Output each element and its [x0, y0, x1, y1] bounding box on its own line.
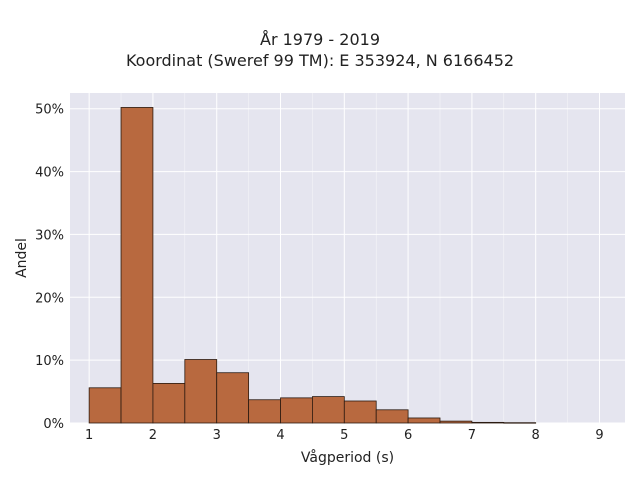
x-tick-label-4: 5 — [340, 428, 348, 443]
y-tick-label-1: 10% — [35, 354, 64, 369]
histogram-bar-5 — [248, 399, 281, 424]
histogram-bar-9 — [375, 409, 409, 424]
histogram-bar-13 — [503, 422, 537, 424]
chart-title: År 1979 - 2019 — [260, 30, 380, 49]
x-tick-label-8: 9 — [595, 428, 603, 443]
chart-subtitle: Koordinat (Sweref 99 TM): E 353924, N 61… — [125, 51, 515, 70]
histogram-bar-4 — [216, 372, 250, 424]
histogram-bar-11 — [439, 420, 473, 424]
y-tick-label-4: 40% — [35, 166, 64, 181]
x-axis-label: Vågperiod (s) — [301, 449, 394, 466]
x-axis-ticks: 1 2 3 4 5 6 7 8 9 — [85, 428, 604, 443]
x-tick-label-1: 2 — [149, 428, 157, 443]
x-tick-label-6: 7 — [468, 428, 476, 443]
y-axis-label: Andel — [14, 238, 30, 278]
x-tick-label-3: 4 — [276, 428, 284, 443]
plot-area — [70, 93, 625, 423]
x-tick-label-2: 3 — [213, 428, 221, 443]
histogram-bar-3 — [184, 359, 218, 424]
histogram-bar-6 — [280, 397, 313, 424]
histogram-bar-0 — [88, 387, 122, 424]
y-tick-label-5: 50% — [35, 103, 64, 118]
x-tick-label-5: 6 — [404, 428, 412, 443]
y-axis-ticks: 0% 10% 20% 30% 40% 50% — [35, 103, 64, 432]
bars-group — [88, 107, 537, 424]
histogram-bar-1 — [120, 107, 154, 424]
histogram-bar-7 — [312, 396, 345, 424]
y-tick-label-0: 0% — [43, 417, 64, 432]
histogram-bar-12 — [471, 421, 505, 424]
x-tick-label-7: 8 — [532, 428, 540, 443]
y-tick-label-3: 30% — [35, 228, 64, 243]
y-tick-label-2: 20% — [35, 291, 64, 306]
x-tick-label-0: 1 — [85, 428, 93, 443]
histogram-bar-10 — [407, 417, 441, 424]
histogram-bar-2 — [152, 382, 186, 424]
histogram-bar-8 — [343, 400, 377, 424]
